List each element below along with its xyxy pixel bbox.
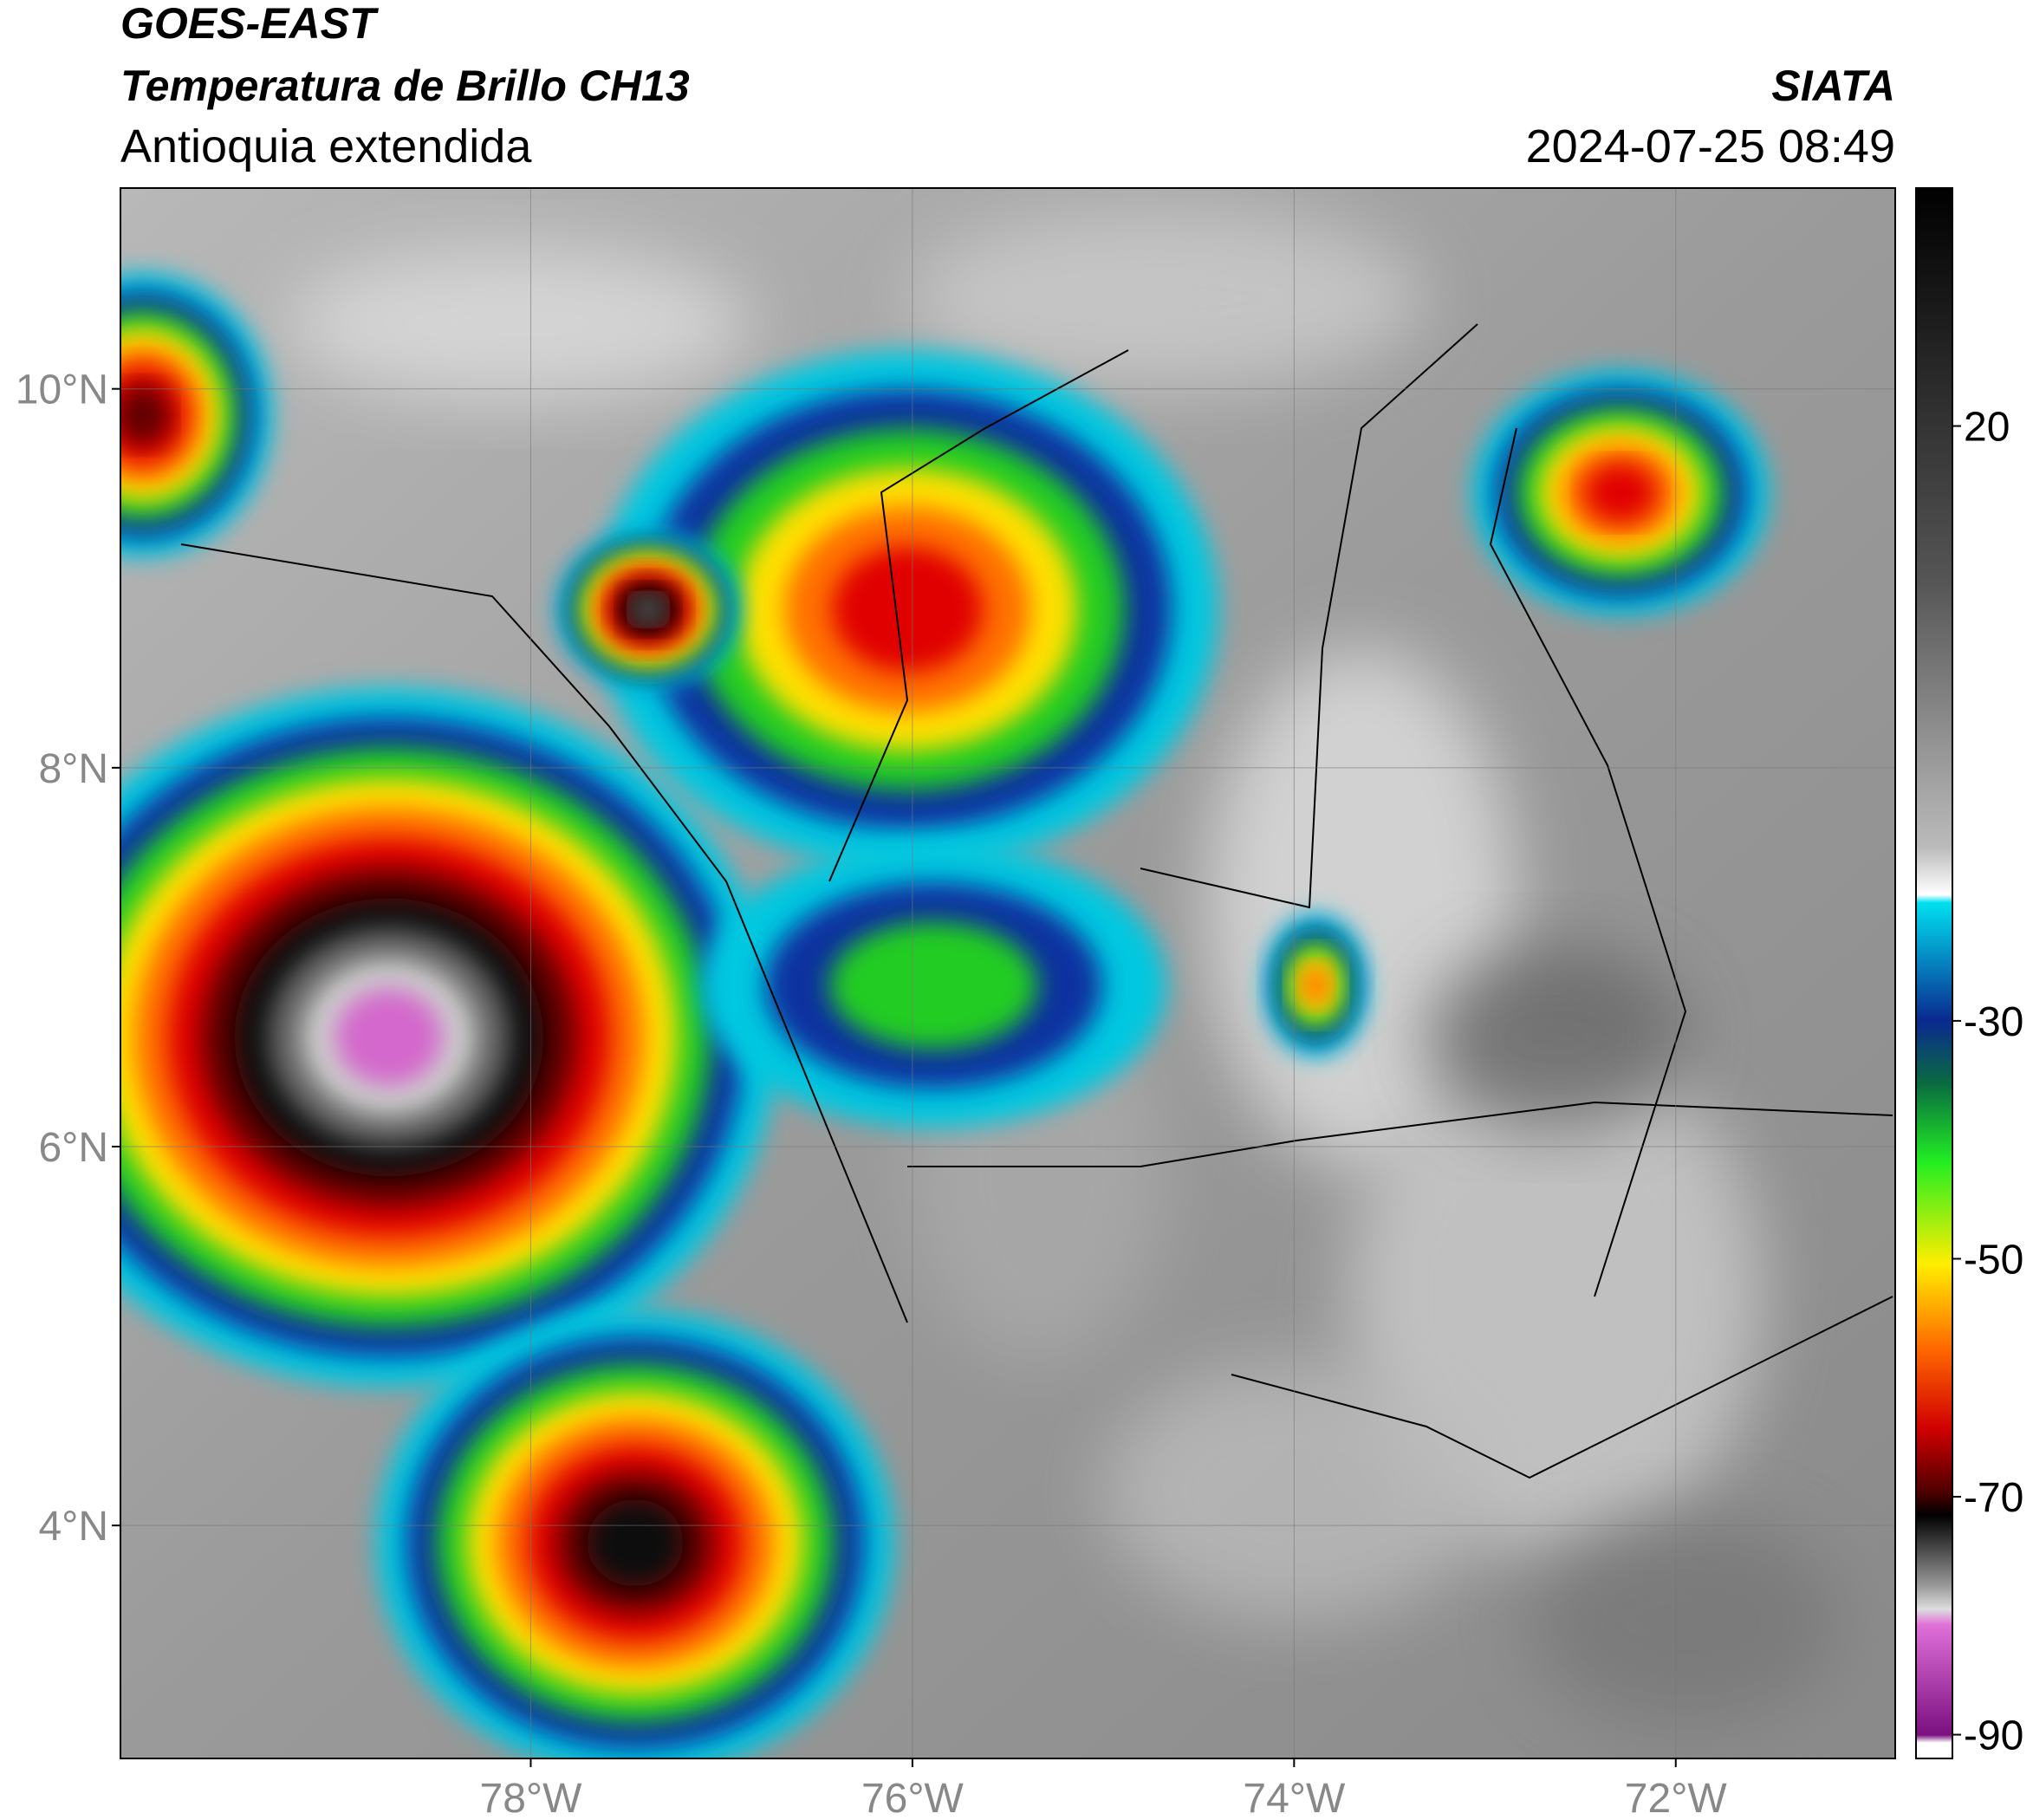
border-line — [1489, 427, 1687, 1297]
colorbar-tick-label: 20 — [1964, 405, 2010, 451]
colorbar-tick-label: -30 — [1964, 999, 2023, 1045]
colorbar-tick-label: -50 — [1964, 1237, 2023, 1283]
border-line — [907, 1101, 1893, 1167]
colorbar — [1915, 187, 1953, 1759]
cloud-texture — [1101, 1361, 1491, 1621]
x-tick-label: 78°W — [480, 1776, 583, 1820]
storm-contour — [587, 1499, 684, 1587]
plot-frame — [120, 187, 1896, 1759]
agency-title: SIATA — [1771, 62, 1895, 110]
region-subtitle: Antioquia extendida — [120, 120, 532, 172]
satellite-image — [120, 188, 1895, 1758]
x-tick-label: 76°W — [861, 1776, 965, 1820]
cloud-texture — [1426, 946, 1686, 1128]
cloud-texture — [285, 246, 752, 402]
product-title: Temperatura de Brillo CH13 — [120, 62, 690, 110]
storm-contour — [1584, 463, 1657, 523]
colorbar-tick-label: -70 — [1964, 1475, 2023, 1521]
y-tick-label: 6°N — [38, 1125, 108, 1171]
y-tick-label: 4°N — [38, 1504, 108, 1550]
datetime: 2024-07-25 08:49 — [1526, 120, 1895, 172]
storm-contour — [832, 546, 984, 673]
storm-contour — [633, 596, 664, 623]
border-line — [180, 543, 908, 1323]
border-line — [1231, 1296, 1893, 1479]
x-tick-label: 74°W — [1243, 1776, 1346, 1820]
x-tick-label: 72°W — [1625, 1776, 1728, 1820]
colorbar-tick-label: -90 — [1964, 1713, 2023, 1759]
storm-contour — [1301, 965, 1331, 1006]
border-line — [828, 349, 1129, 882]
storm-contour — [120, 385, 171, 445]
y-tick-label: 8°N — [38, 746, 108, 792]
y-tick-label: 10°N — [16, 367, 108, 413]
storm-contour — [829, 921, 1037, 1050]
border-line — [1140, 323, 1478, 909]
storm-contour — [335, 989, 443, 1086]
cloud-texture — [1530, 1517, 1841, 1725]
cloud-texture — [907, 207, 1426, 389]
source-title: GOES-EAST — [120, 0, 380, 48]
